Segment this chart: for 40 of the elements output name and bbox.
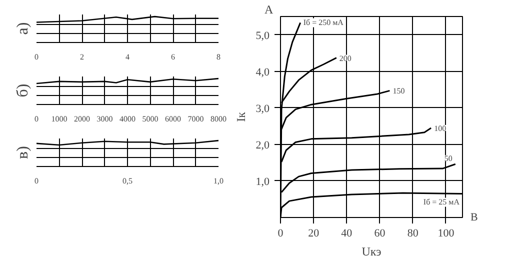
x-tick-label: 2000	[74, 114, 90, 124]
series-label: 50	[444, 154, 452, 164]
x-tick-label: 1,0	[214, 176, 224, 186]
x-tick-label: 4	[126, 52, 130, 62]
text: B	[470, 212, 478, 224]
x-tick-label: 0	[278, 228, 284, 240]
x-tick-label: 6000	[165, 114, 181, 124]
series-label: 200	[339, 54, 352, 63]
x-tick-label: 3000	[96, 114, 113, 124]
x-tick-label: 0	[34, 114, 38, 124]
series-label: Iб = 25 мА	[423, 198, 460, 207]
x-tick-label: 40	[341, 228, 353, 240]
x-tick-label: 0	[34, 52, 38, 62]
series-label: Iб = 250 мА	[303, 18, 344, 28]
x-tick-label: 0,5	[122, 176, 132, 186]
x-tick-label: 80	[407, 228, 419, 240]
series-label: 150	[392, 86, 405, 96]
y-tick-label: 4,0	[256, 66, 270, 78]
x-tick-label: 100	[438, 228, 455, 240]
y-tick-label: 2,0	[256, 139, 270, 152]
x-tick-label: 20	[308, 228, 320, 240]
x-tick-label: 7000	[188, 114, 204, 124]
x-tick-label: 0	[34, 176, 38, 186]
chart-title: в)	[14, 146, 32, 159]
x-axis-title: Uкэ	[362, 244, 382, 258]
x-tick-label: 60	[374, 228, 386, 240]
x-tick-label: 1000	[51, 114, 68, 124]
x-tick-label: 8	[216, 52, 220, 62]
x-tick-label: 6	[171, 52, 175, 62]
x-tick-label: 4000	[120, 114, 136, 124]
x-tick-label: 2	[80, 52, 84, 62]
chart-title: а)	[14, 22, 32, 35]
y-tick-label: 5,0	[256, 30, 270, 42]
x-tick-label: 5000	[142, 114, 158, 124]
y-axis-title: Iк	[234, 112, 248, 122]
y-tick-label: 3,0	[256, 102, 270, 115]
x-tick-label: 8000	[210, 114, 226, 124]
chart-title: б)	[14, 84, 32, 98]
series-label: 100	[434, 124, 446, 133]
text: A	[264, 2, 274, 16]
